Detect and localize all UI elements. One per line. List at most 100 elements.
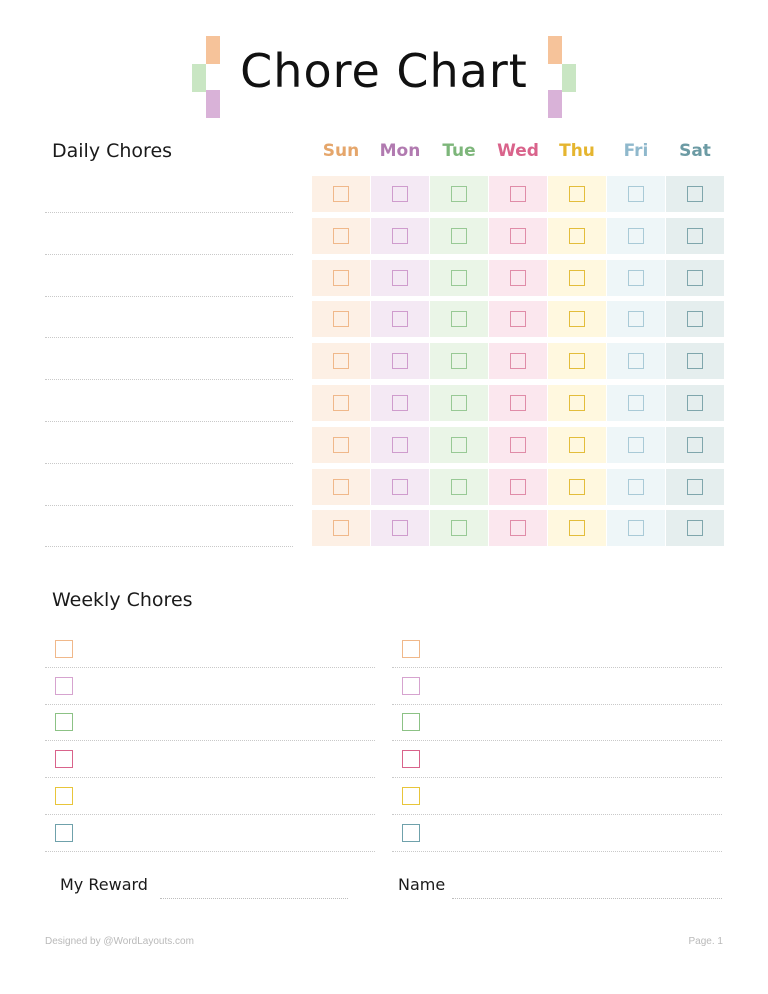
daily-checkbox[interactable] <box>451 228 467 244</box>
weekly-chore-line[interactable] <box>45 740 375 741</box>
daily-checkbox[interactable] <box>687 228 703 244</box>
weekly-checkbox[interactable] <box>402 677 420 695</box>
daily-checkbox[interactable] <box>510 353 526 369</box>
weekly-chore-line[interactable] <box>45 851 375 852</box>
reward-input-line[interactable] <box>160 898 348 899</box>
daily-checkbox[interactable] <box>451 437 467 453</box>
weekly-checkbox[interactable] <box>402 750 420 768</box>
daily-checkbox[interactable] <box>510 228 526 244</box>
daily-checkbox[interactable] <box>333 353 349 369</box>
daily-checkbox[interactable] <box>333 270 349 286</box>
daily-checkbox[interactable] <box>628 311 644 327</box>
daily-checkbox[interactable] <box>510 479 526 495</box>
weekly-chore-line[interactable] <box>392 851 722 852</box>
daily-checkbox[interactable] <box>628 437 644 453</box>
daily-checkbox[interactable] <box>451 186 467 202</box>
weekly-chore-line[interactable] <box>392 740 722 741</box>
daily-checkbox[interactable] <box>333 437 349 453</box>
daily-checkbox[interactable] <box>569 437 585 453</box>
weekly-chore-line[interactable] <box>45 704 375 705</box>
daily-chore-line[interactable] <box>45 254 293 255</box>
daily-chore-line[interactable] <box>45 379 293 380</box>
weekly-checkbox[interactable] <box>55 824 73 842</box>
daily-checkbox[interactable] <box>687 520 703 536</box>
daily-checkbox[interactable] <box>510 520 526 536</box>
daily-checkbox[interactable] <box>569 228 585 244</box>
daily-checkbox[interactable] <box>392 270 408 286</box>
weekly-chore-line[interactable] <box>392 704 722 705</box>
weekly-checkbox[interactable] <box>402 824 420 842</box>
daily-checkbox[interactable] <box>510 395 526 411</box>
daily-checkbox[interactable] <box>392 353 408 369</box>
daily-checkbox[interactable] <box>687 311 703 327</box>
daily-checkbox[interactable] <box>628 270 644 286</box>
daily-checkbox[interactable] <box>392 520 408 536</box>
daily-checkbox[interactable] <box>333 311 349 327</box>
daily-checkbox[interactable] <box>333 186 349 202</box>
daily-checkbox[interactable] <box>333 395 349 411</box>
daily-chore-line[interactable] <box>45 296 293 297</box>
daily-checkbox[interactable] <box>687 270 703 286</box>
weekly-chore-line[interactable] <box>392 777 722 778</box>
daily-checkbox[interactable] <box>628 186 644 202</box>
weekly-chore-line[interactable] <box>392 667 722 668</box>
weekly-checkbox[interactable] <box>55 787 73 805</box>
daily-checkbox[interactable] <box>510 186 526 202</box>
daily-checkbox[interactable] <box>392 228 408 244</box>
daily-checkbox[interactable] <box>628 228 644 244</box>
weekly-chore-line[interactable] <box>45 814 375 815</box>
daily-checkbox[interactable] <box>687 186 703 202</box>
daily-checkbox[interactable] <box>451 395 467 411</box>
weekly-checkbox[interactable] <box>55 640 73 658</box>
daily-checkbox[interactable] <box>392 395 408 411</box>
daily-checkbox[interactable] <box>569 520 585 536</box>
daily-checkbox[interactable] <box>451 479 467 495</box>
daily-checkbox[interactable] <box>510 311 526 327</box>
daily-checkbox[interactable] <box>451 270 467 286</box>
daily-checkbox[interactable] <box>569 270 585 286</box>
daily-checkbox[interactable] <box>628 479 644 495</box>
daily-checkbox[interactable] <box>687 437 703 453</box>
daily-checkbox[interactable] <box>333 228 349 244</box>
daily-checkbox[interactable] <box>392 479 408 495</box>
weekly-checkbox[interactable] <box>55 713 73 731</box>
daily-chore-line[interactable] <box>45 546 293 547</box>
daily-checkbox[interactable] <box>510 437 526 453</box>
daily-checkbox[interactable] <box>392 437 408 453</box>
daily-chore-line[interactable] <box>45 212 293 213</box>
weekly-checkbox[interactable] <box>55 677 73 695</box>
daily-checkbox[interactable] <box>451 311 467 327</box>
daily-checkbox[interactable] <box>333 479 349 495</box>
daily-checkbox[interactable] <box>687 395 703 411</box>
daily-checkbox[interactable] <box>628 520 644 536</box>
weekly-chore-line[interactable] <box>392 814 722 815</box>
daily-checkbox[interactable] <box>569 479 585 495</box>
weekly-chore-line[interactable] <box>45 667 375 668</box>
daily-checkbox[interactable] <box>687 479 703 495</box>
daily-checkbox[interactable] <box>569 353 585 369</box>
day-header-sat: Sat <box>679 141 711 161</box>
daily-checkbox[interactable] <box>451 520 467 536</box>
daily-chore-line[interactable] <box>45 463 293 464</box>
daily-checkbox[interactable] <box>569 395 585 411</box>
daily-chore-line[interactable] <box>45 505 293 506</box>
weekly-checkbox[interactable] <box>402 787 420 805</box>
daily-checkbox[interactable] <box>687 353 703 369</box>
daily-checkbox[interactable] <box>392 186 408 202</box>
daily-checkbox[interactable] <box>392 311 408 327</box>
weekly-checkbox[interactable] <box>55 750 73 768</box>
daily-checkbox[interactable] <box>510 270 526 286</box>
title-block: Chore Chart <box>0 34 768 120</box>
daily-chore-line[interactable] <box>45 337 293 338</box>
daily-checkbox[interactable] <box>569 311 585 327</box>
weekly-chore-line[interactable] <box>45 777 375 778</box>
daily-chore-line[interactable] <box>45 421 293 422</box>
daily-checkbox[interactable] <box>569 186 585 202</box>
weekly-checkbox[interactable] <box>402 640 420 658</box>
name-input-line[interactable] <box>452 898 722 899</box>
daily-checkbox[interactable] <box>628 353 644 369</box>
daily-checkbox[interactable] <box>628 395 644 411</box>
daily-checkbox[interactable] <box>451 353 467 369</box>
weekly-checkbox[interactable] <box>402 713 420 731</box>
daily-checkbox[interactable] <box>333 520 349 536</box>
